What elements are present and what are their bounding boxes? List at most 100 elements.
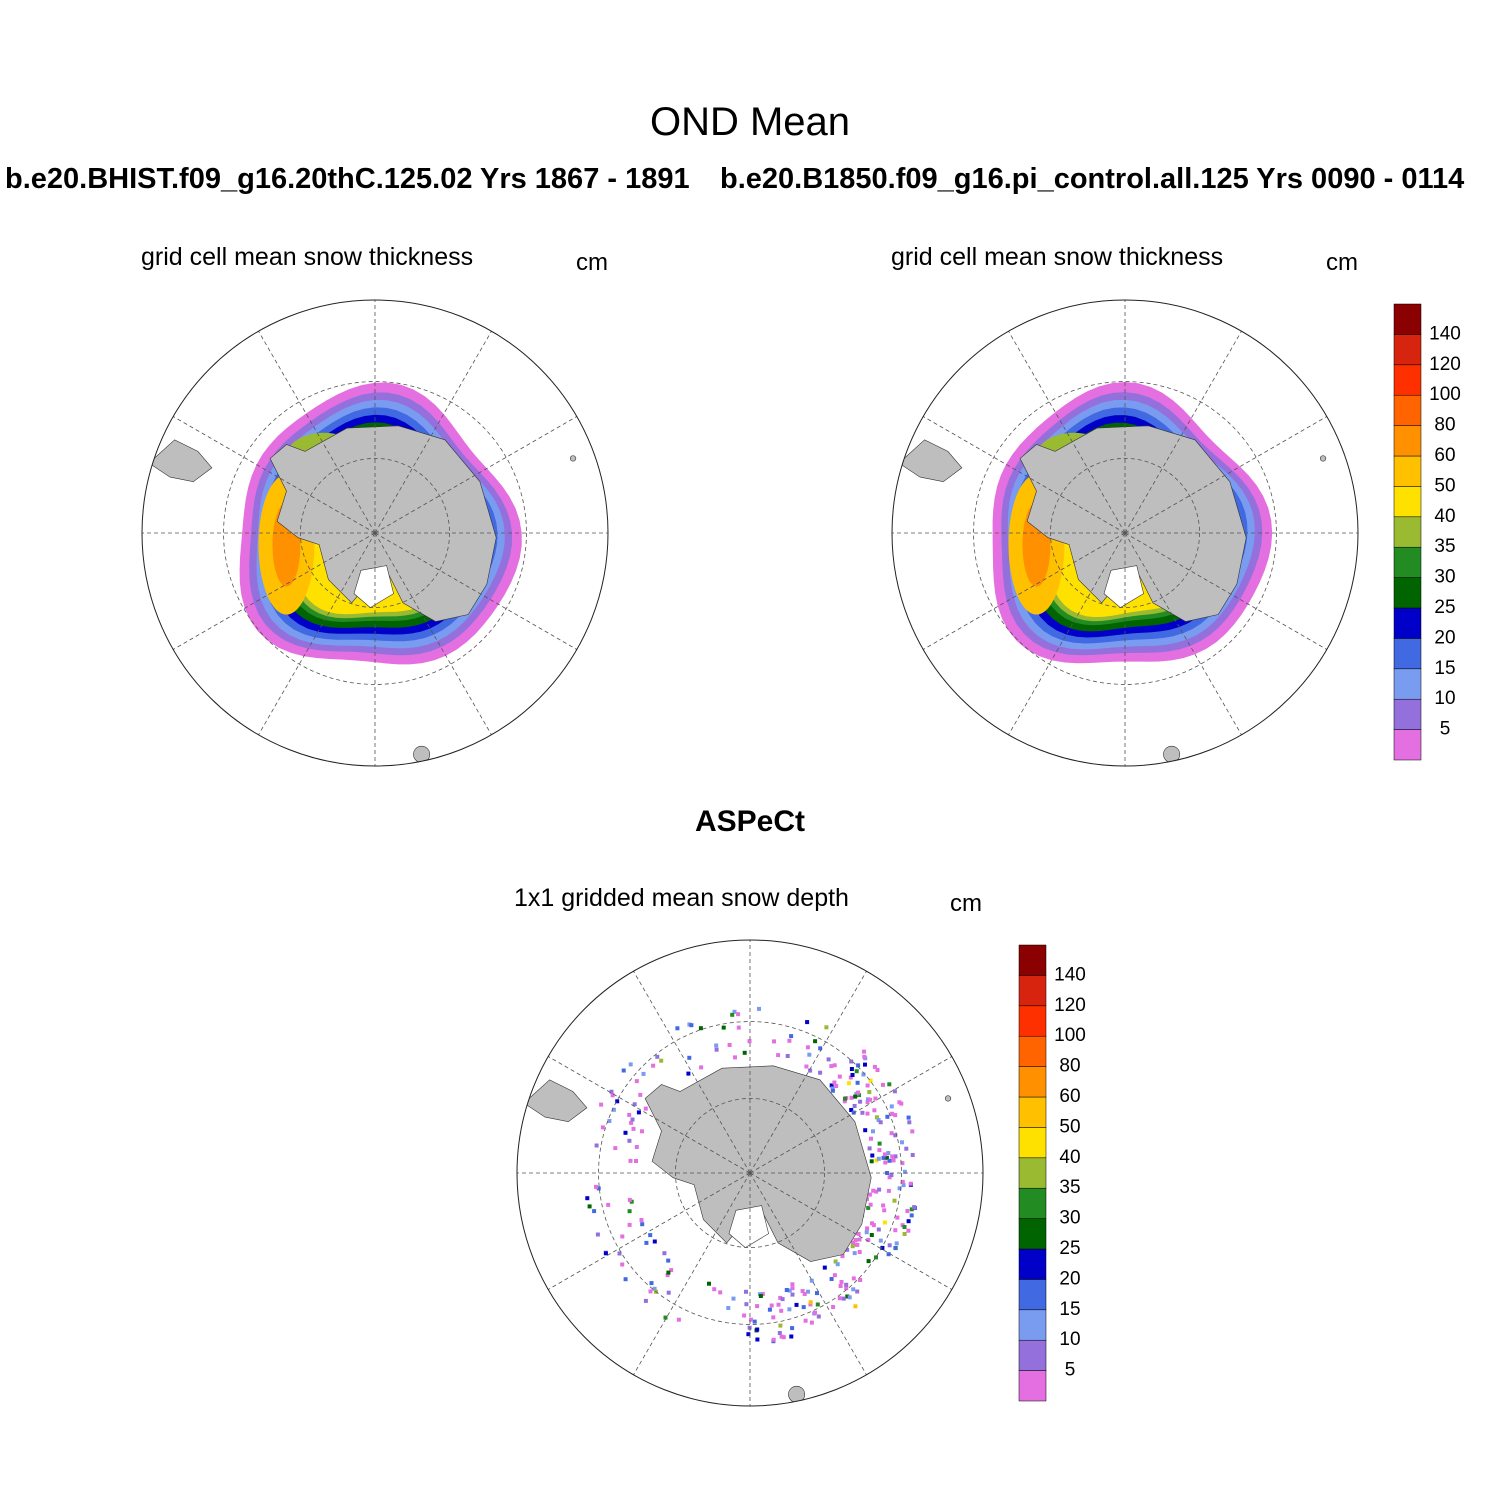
colorbar-tick-label: 120 bbox=[1054, 995, 1086, 1016]
obs-cell bbox=[794, 1302, 799, 1307]
obs-cell bbox=[862, 1054, 867, 1059]
obs-cell bbox=[872, 1064, 877, 1069]
obs-cell bbox=[772, 1039, 776, 1044]
meridian-line bbox=[374, 416, 577, 534]
obs-cell bbox=[892, 1089, 897, 1094]
obs-cell bbox=[875, 1068, 880, 1072]
obs-cell bbox=[776, 1302, 781, 1307]
obs-cell bbox=[628, 1158, 633, 1163]
panel1-units: cm bbox=[576, 249, 608, 276]
obs-cell bbox=[868, 1078, 873, 1083]
obs-cell bbox=[610, 1093, 615, 1098]
obs-cell bbox=[599, 1102, 604, 1107]
obs-cell bbox=[808, 1300, 813, 1305]
obs-cell bbox=[730, 1012, 735, 1017]
obs-cell bbox=[849, 1108, 854, 1112]
obs-cell bbox=[818, 1046, 823, 1051]
obs-cell bbox=[885, 1114, 890, 1119]
obs-cell bbox=[712, 1287, 717, 1292]
map-model-historical bbox=[141, 299, 609, 767]
meridian-line bbox=[173, 532, 376, 650]
obs-cell bbox=[874, 1158, 879, 1163]
colorbar-tick-label: 50 bbox=[1059, 1116, 1080, 1137]
obs-cell bbox=[787, 1038, 792, 1043]
colorbar-box bbox=[1018, 1005, 1047, 1037]
obs-cell bbox=[889, 1104, 894, 1109]
colorbar-box bbox=[1393, 334, 1422, 366]
obs-cell bbox=[800, 1289, 805, 1293]
obs-cell bbox=[839, 1280, 844, 1284]
obs-cell bbox=[871, 1188, 876, 1193]
colorbar-bottom: 5 10 15 20 25 30 35 40 50 60 80 100 120 140 bbox=[1018, 944, 1086, 1402]
obs-cell bbox=[808, 1068, 813, 1073]
obs-cell bbox=[620, 1262, 625, 1267]
obs-cell bbox=[849, 1067, 854, 1071]
obs-cell bbox=[894, 1241, 899, 1246]
colorbar-tick-label: 100 bbox=[1429, 384, 1461, 405]
obs-cell bbox=[853, 1238, 858, 1243]
colorbar-box bbox=[1393, 394, 1422, 426]
map-boundary bbox=[141, 299, 609, 767]
obs-cell bbox=[714, 1047, 719, 1052]
obs-cell bbox=[845, 1247, 850, 1252]
obs-cell bbox=[755, 1337, 760, 1342]
obs-cell bbox=[906, 1219, 911, 1224]
obs-cell bbox=[883, 1160, 888, 1165]
obs-cell bbox=[826, 1057, 831, 1062]
latitude-circle-60s bbox=[598, 1021, 902, 1325]
obs-cell bbox=[790, 1286, 795, 1291]
obs-cell bbox=[808, 1302, 813, 1307]
colorbar-tick-label: 10 bbox=[1059, 1329, 1080, 1350]
obs-cell bbox=[596, 1186, 601, 1191]
obs-cell bbox=[902, 1169, 907, 1174]
latitude-circle-70s bbox=[675, 1098, 825, 1248]
obs-cell bbox=[887, 1158, 892, 1163]
obs-cell bbox=[749, 1317, 753, 1322]
colorbar-tick-label: 80 bbox=[1434, 415, 1455, 436]
obs-cell bbox=[837, 1074, 842, 1079]
obs-cell bbox=[634, 1079, 639, 1084]
colorbar-tick-label: 25 bbox=[1434, 597, 1455, 618]
obs-cell bbox=[666, 1258, 671, 1263]
obs-cell bbox=[886, 1252, 891, 1257]
obs-cell bbox=[867, 1192, 872, 1197]
obs-cell bbox=[848, 1075, 853, 1080]
obs-cell bbox=[698, 1026, 703, 1031]
kerguelen-islands bbox=[1319, 455, 1327, 462]
obs-cell bbox=[857, 1237, 862, 1242]
obs-cell bbox=[594, 1184, 598, 1189]
obs-cell bbox=[843, 1096, 847, 1101]
colorbar-tick-label: 30 bbox=[1434, 567, 1455, 588]
obs-cell bbox=[829, 1277, 834, 1281]
obs-cell bbox=[858, 1099, 863, 1104]
obs-cell bbox=[882, 1220, 887, 1225]
obs-cell bbox=[902, 1225, 907, 1229]
obs-cell bbox=[860, 1110, 865, 1115]
colorbar-box bbox=[1393, 577, 1422, 609]
colorbar-box bbox=[1393, 516, 1422, 548]
obs-cell bbox=[910, 1153, 915, 1157]
obs-cell bbox=[779, 1308, 784, 1313]
south-america-tip bbox=[898, 439, 963, 483]
colorbar-box bbox=[1018, 1309, 1047, 1341]
obs-cell bbox=[853, 1304, 858, 1309]
obs-cell bbox=[594, 1143, 599, 1148]
obs-cell bbox=[877, 1141, 882, 1146]
obs-cell bbox=[752, 1319, 757, 1324]
colorbar-tick-label: 20 bbox=[1059, 1268, 1080, 1289]
obs-cell bbox=[847, 1081, 851, 1086]
meridian-line bbox=[548, 1172, 751, 1290]
obs-cell bbox=[689, 1023, 694, 1028]
obs-cell bbox=[864, 1230, 869, 1235]
obs-cell bbox=[835, 1262, 840, 1267]
obs-cell bbox=[629, 1120, 634, 1125]
latitude-circle-60s bbox=[223, 381, 527, 685]
obs-cell bbox=[744, 1302, 749, 1307]
obs-cell bbox=[732, 1009, 737, 1014]
obs-cell bbox=[900, 1179, 905, 1184]
obs-cell bbox=[643, 1298, 648, 1303]
obs-cell bbox=[902, 1232, 907, 1236]
obs-cell bbox=[901, 1183, 906, 1188]
obs-cell bbox=[893, 1133, 898, 1138]
obs-cell bbox=[869, 1159, 874, 1164]
